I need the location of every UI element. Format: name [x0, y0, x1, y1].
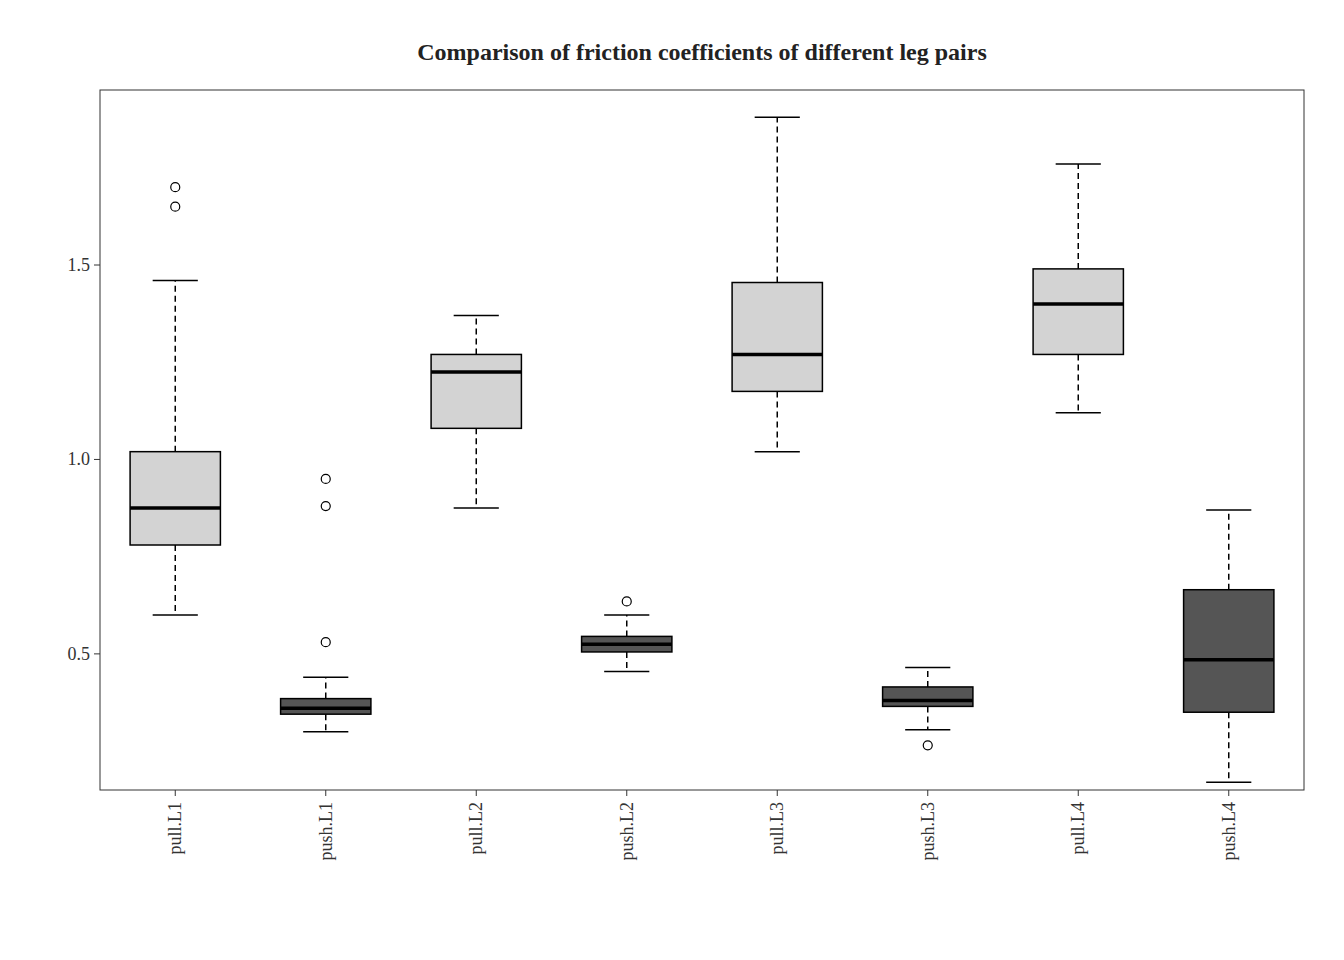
- chart: Comparison of friction coefficients of d…: [0, 0, 1344, 960]
- box: [431, 354, 521, 428]
- cap-high: [905, 667, 950, 669]
- flier: [923, 741, 932, 750]
- cap-low: [454, 507, 499, 509]
- box-group: [431, 316, 521, 509]
- x-tick: [175, 790, 176, 796]
- flier: [171, 202, 180, 211]
- flier: [321, 474, 330, 483]
- cap-low: [1056, 412, 1101, 414]
- cap-low: [153, 614, 198, 616]
- x-axis: pull.L1 push.L1 pull.L2 push.L2 pull.L3 push.…: [165, 790, 1239, 861]
- y-tick-label: 0.5: [68, 644, 91, 664]
- whisker-high: [1228, 510, 1230, 590]
- whisker-high: [1078, 164, 1080, 269]
- cap-low: [905, 729, 950, 731]
- median: [1033, 302, 1123, 306]
- whisker-low: [476, 428, 478, 508]
- whisker-high: [325, 677, 327, 698]
- box: [732, 283, 822, 392]
- x-tick-label: push.L4: [1219, 802, 1239, 861]
- median: [1184, 658, 1274, 662]
- y-tick: [94, 459, 100, 460]
- whisker-low: [175, 545, 177, 615]
- cap-high: [303, 676, 348, 678]
- flier: [622, 597, 631, 606]
- box: [883, 687, 973, 706]
- box-group: [130, 183, 220, 615]
- whisker-high: [626, 615, 628, 636]
- x-tick: [1078, 790, 1079, 796]
- y-tick: [94, 265, 100, 266]
- box-group: [732, 117, 822, 451]
- cap-high: [1056, 163, 1101, 165]
- x-tick-label: pull.L1: [165, 802, 185, 855]
- whisker-high: [927, 668, 929, 687]
- whisker-low: [1078, 354, 1080, 412]
- y-tick-label: 1.0: [68, 449, 91, 469]
- plot-frame: [100, 90, 1304, 790]
- cap-high: [1206, 509, 1251, 511]
- box-group: [281, 474, 371, 731]
- box: [1184, 590, 1274, 713]
- cap-high: [153, 280, 198, 282]
- x-tick-label: pull.L4: [1068, 802, 1088, 855]
- x-tick: [1228, 790, 1229, 796]
- box: [582, 636, 672, 652]
- cap-high: [604, 614, 649, 616]
- box: [281, 699, 371, 715]
- x-tick-label: pull.L2: [466, 802, 486, 855]
- x-tick: [476, 790, 477, 796]
- flier: [321, 638, 330, 647]
- box: [130, 452, 220, 545]
- box-group: [1033, 164, 1123, 413]
- cap-low: [755, 451, 800, 453]
- x-tick: [626, 790, 627, 796]
- x-tick-label: push.L2: [617, 802, 637, 861]
- median: [883, 699, 973, 703]
- y-axis: 0.5 1.0 1.5: [68, 255, 101, 664]
- x-tick-label: pull.L3: [767, 802, 787, 855]
- x-tick-label: push.L3: [918, 802, 938, 861]
- flier: [321, 502, 330, 511]
- cap-high: [755, 116, 800, 118]
- x-tick: [777, 790, 778, 796]
- x-tick-label: push.L1: [316, 802, 336, 861]
- whisker-high: [777, 117, 779, 282]
- whisker-low: [777, 391, 779, 451]
- cap-low: [604, 671, 649, 673]
- title: Comparison of friction coefficients of d…: [417, 39, 986, 65]
- whisker-low: [626, 652, 628, 671]
- x-tick: [927, 790, 928, 796]
- median: [431, 370, 521, 374]
- whisker-low: [325, 714, 327, 732]
- y-tick: [94, 653, 100, 654]
- cap-low: [1206, 781, 1251, 783]
- cap-high: [454, 315, 499, 317]
- whisker-high: [476, 316, 478, 355]
- median: [582, 642, 672, 646]
- box-group: [582, 597, 672, 672]
- box-group: [1184, 510, 1274, 782]
- cap-low: [303, 731, 348, 733]
- flier: [171, 183, 180, 192]
- x-tick: [325, 790, 326, 796]
- box-group: [883, 668, 973, 750]
- median: [130, 506, 220, 510]
- whisker-high: [175, 281, 177, 452]
- box: [1033, 269, 1123, 355]
- median: [732, 353, 822, 357]
- median: [281, 707, 371, 711]
- y-tick-label: 1.5: [68, 255, 91, 275]
- whisker-low: [927, 706, 929, 729]
- whisker-low: [1228, 712, 1230, 782]
- boxes: [130, 117, 1274, 782]
